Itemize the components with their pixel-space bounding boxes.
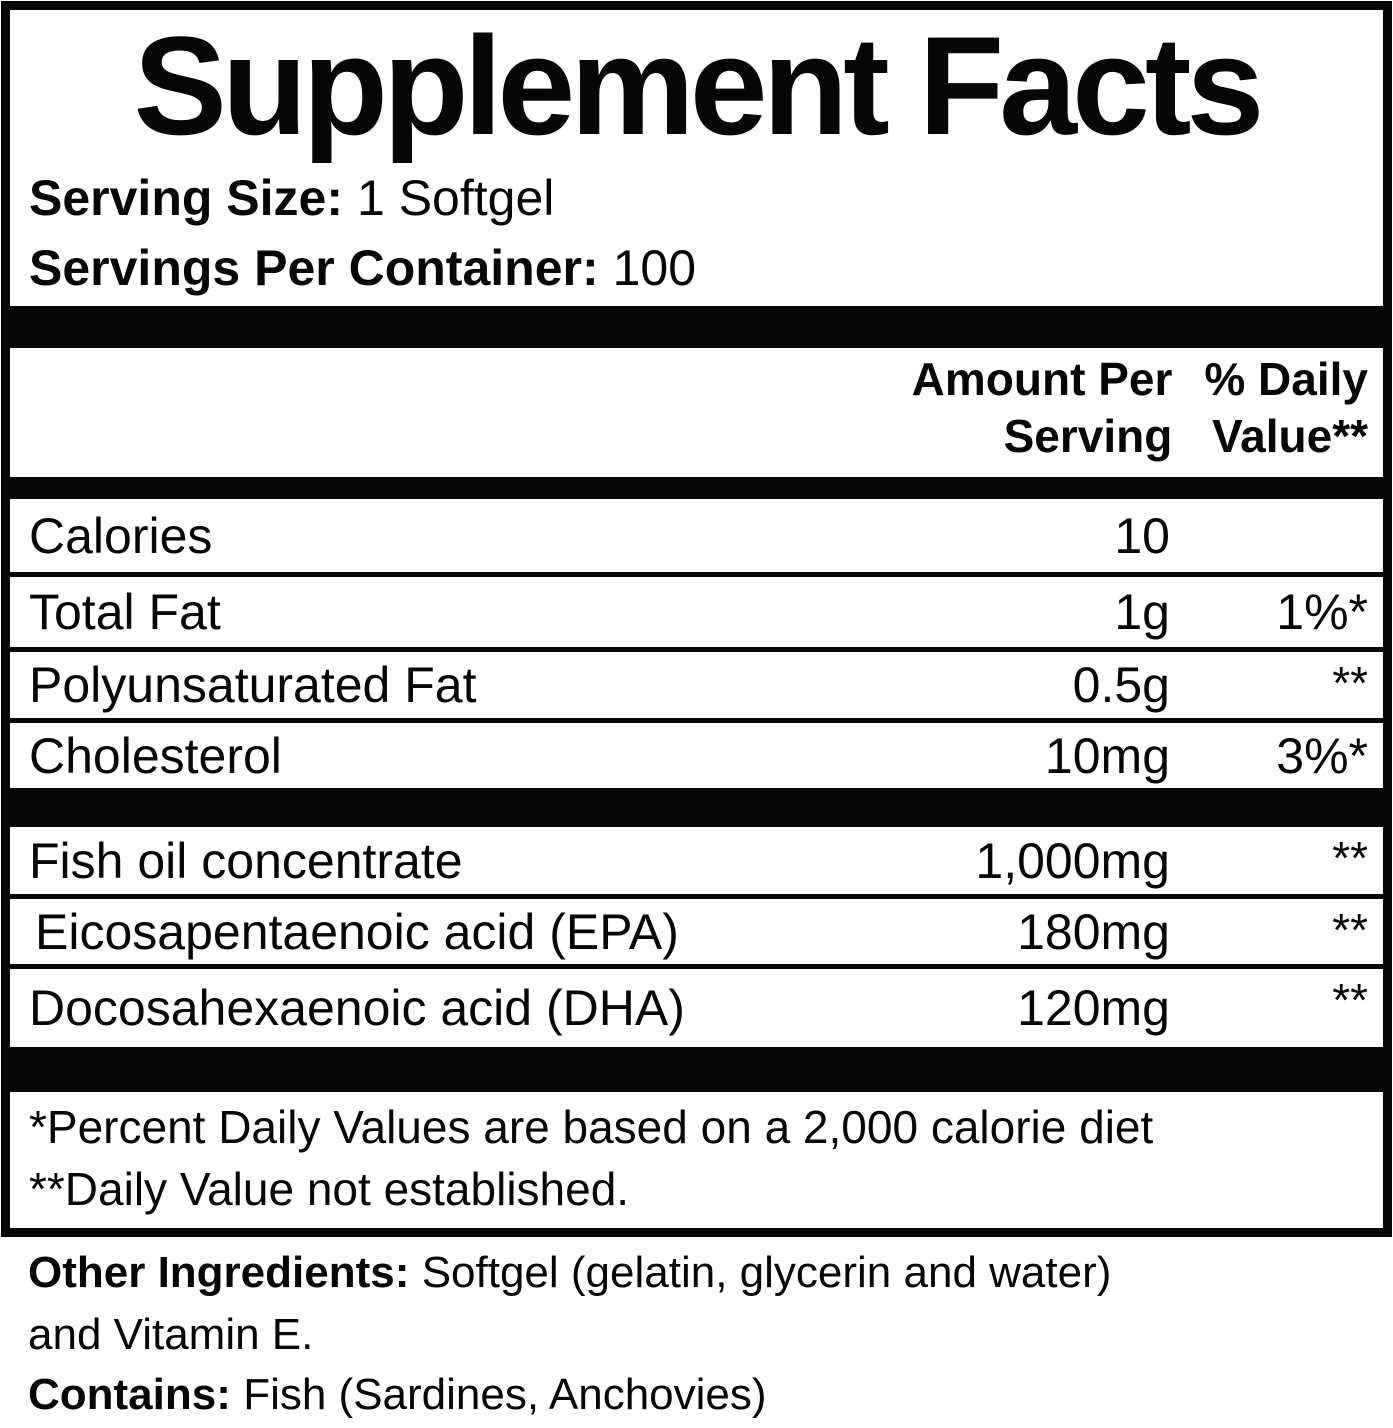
servings-per-container-label: Servings Per Container: <box>29 240 599 296</box>
nutrient-name: Eicosapentaenoic acid (EPA) <box>35 903 679 960</box>
nutrient-row-polyunsaturated-fat: Polyunsaturated Fat 0.5g ** <box>10 652 1383 723</box>
other-ingredients-label: Other Ingredients: <box>28 1248 410 1297</box>
nutrient-row-fish-oil-concentrate: Fish oil concentrate 1,000mg ** <box>10 827 1383 899</box>
nutrient-name: Polyunsaturated Fat <box>29 657 477 713</box>
nutrient-amount: 10 <box>1114 507 1170 564</box>
nutrient-row-epa: Eicosapentaenoic acid (EPA) 180mg ** <box>10 899 1383 969</box>
nutrient-daily-value: ** <box>1332 657 1368 709</box>
other-ingredients-continued-line: and Vitamin E. <box>28 1310 314 1359</box>
nutrient-amount: 120mg <box>1017 979 1170 1036</box>
amount-header-line2: Serving <box>1003 410 1173 462</box>
footnote-daily-value-not-established: **Daily Value not established. <box>29 1163 630 1215</box>
nutrient-amount: 10mg <box>1044 727 1170 784</box>
medium-separator-bar-header <box>10 477 1383 499</box>
nutrient-row-calories: Calories 10 <box>10 499 1383 577</box>
nutrient-daily-value: ** <box>1332 904 1368 956</box>
nutrient-row-cholesterol: Cholesterol 10mg 3%* <box>10 723 1383 788</box>
nutrient-daily-value: 1%* <box>1276 584 1368 640</box>
thick-separator-bar-bottom <box>10 1047 1383 1092</box>
nutrient-amount: 1,000mg <box>975 832 1170 889</box>
nutrient-row-total-fat: Total Fat 1g 1%* <box>10 577 1383 652</box>
nutrient-daily-value: ** <box>1332 974 1368 1026</box>
nutrient-name: Fish oil concentrate <box>29 832 463 889</box>
supplement-facts-panel: Supplement Facts Serving Size: 1 Softgel … <box>1 1 1392 1237</box>
nutrient-name: Total Fat <box>29 584 221 640</box>
panel-title: Supplement Facts <box>133 7 1265 164</box>
amount-header-line1: Amount Per <box>911 353 1173 405</box>
other-ingredients-value: Softgel (gelatin, glycerin and water) <box>421 1248 1112 1297</box>
thick-separator-bar-middle <box>10 788 1383 827</box>
nutrient-daily-value: ** <box>1332 832 1368 884</box>
nutrient-amount: 180mg <box>1017 903 1170 960</box>
nutrient-amount: 1g <box>1114 584 1170 640</box>
serving-size-value: 1 Softgel <box>357 170 555 226</box>
nutrient-name: Docosahexaenoic acid (DHA) <box>29 979 685 1036</box>
contains-value: Fish (Sardines, Anchovies) <box>243 1370 767 1419</box>
other-ingredients-line: Other Ingredients: Softgel (gelatin, glyc… <box>28 1247 1111 1299</box>
nutrient-daily-value: 3%* <box>1276 727 1368 784</box>
nutrient-amount: 0.5g <box>1072 657 1170 713</box>
dv-header-line1: % Daily <box>1204 353 1368 405</box>
contains-line: Contains: Fish (Sardines, Anchovies) <box>28 1369 767 1421</box>
serving-size-label: Serving Size: <box>29 170 343 226</box>
nutrient-name: Cholesterol <box>29 727 282 784</box>
thick-separator-bar-top <box>10 306 1383 348</box>
servings-per-container-line: Servings Per Container: 100 <box>29 238 696 298</box>
footnote-percent-daily-values: *Percent Daily Values are based on a 2,0… <box>29 1101 1154 1153</box>
servings-per-container-value: 100 <box>612 240 697 296</box>
amount-per-serving-header: Amount Per Serving <box>912 351 1173 465</box>
serving-size-line: Serving Size: 1 Softgel <box>29 168 554 228</box>
column-headers: Amount Per Serving % Daily Value** <box>912 351 1368 465</box>
nutrient-name: Calories <box>29 507 213 564</box>
dv-header-line2: Value** <box>1212 410 1368 462</box>
percent-daily-value-header: % Daily Value** <box>1204 351 1368 465</box>
contains-label: Contains: <box>28 1370 231 1419</box>
nutrient-row-dha: Docosahexaenoic acid (DHA) 120mg ** <box>10 969 1383 1046</box>
